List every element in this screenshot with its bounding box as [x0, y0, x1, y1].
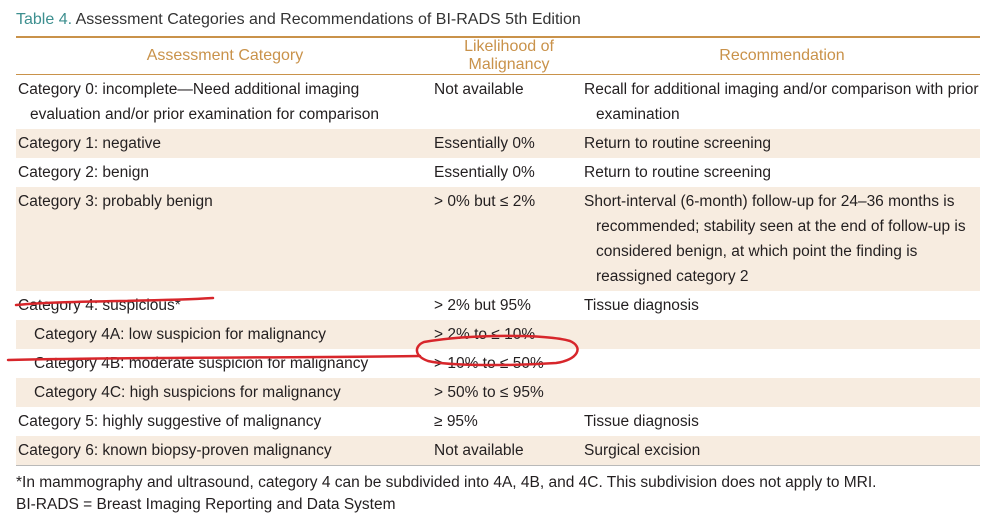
recommendation-cell [584, 320, 980, 349]
table-caption: Table 4. Assessment Categories and Recom… [16, 8, 980, 36]
recommendation-cell: Recall for additional imaging and/or com… [584, 75, 980, 130]
birads-table: Assessment Category Likelihood of Malign… [16, 36, 980, 466]
recommendation-cell: Tissue diagnosis [584, 413, 699, 430]
category-cell: Category 4B: moderate suspicion for mali… [34, 355, 369, 372]
table-row: Category 4C: high suspicions for maligna… [16, 378, 980, 407]
category-cell: Category 6: known biopsy-proven malignan… [16, 436, 434, 466]
recommendation-cell: Return to routine screening [584, 164, 771, 181]
caption-text: Assessment Categories and Recommendation… [75, 11, 581, 28]
header-recommendation: Recommendation [584, 36, 980, 75]
recommendation-cell: Short-interval (6-month) follow-up for 2… [584, 187, 980, 291]
footnote-abbreviation: BI-RADS = Breast Imaging Reporting and D… [16, 496, 396, 513]
likelihood-cell: > 50% to ≤ 95% [434, 378, 584, 407]
header-row: Assessment Category Likelihood of Malign… [16, 36, 980, 75]
category-cell: Category 0: incomplete—Need additional i… [16, 75, 434, 130]
table-row: Category 4A: low suspicion for malignanc… [16, 320, 980, 349]
header-likelihood: Likelihood of Malignancy [434, 36, 584, 75]
recommendation-cell: Tissue diagnosis [584, 297, 699, 314]
category-text: Category 0: incomplete—Need additional i… [18, 81, 379, 123]
likelihood-cell: > 10% to ≤ 50% [434, 355, 544, 372]
likelihood-cell: > 2% but 95% [434, 297, 531, 314]
category-cell: Category 2: benign [18, 164, 149, 181]
category-cell: Category 4A: low suspicion for malignanc… [16, 320, 434, 349]
category-cell: Category 1: negative [16, 129, 434, 158]
table-row: Category 4B: moderate suspicion for mali… [16, 349, 980, 378]
recommendation-text: Short-interval (6-month) follow-up for 2… [584, 193, 966, 285]
recommendation-cell [584, 349, 980, 378]
table-row: Category 4: suspicious* > 2% but 95% Tis… [16, 291, 980, 320]
caption-label: Table 4. [16, 11, 73, 28]
likelihood-cell: > 0% but ≤ 2% [434, 187, 584, 291]
likelihood-cell: Essentially 0% [434, 129, 584, 158]
table-row: Category 0: incomplete—Need additional i… [16, 75, 980, 130]
likelihood-cell: Essentially 0% [434, 164, 535, 181]
category-cell: Category 3: probably benign [16, 187, 434, 291]
table-row: Category 2: benign Essentially 0% Return… [16, 158, 980, 187]
table-row: Category 3: probably benign > 0% but ≤ 2… [16, 187, 980, 291]
recommendation-cell: Surgical excision [584, 436, 980, 466]
likelihood-cell: ≥ 95% [434, 413, 478, 430]
category-cell: Category 4: suspicious* [18, 297, 181, 314]
recommendation-cell: Return to routine screening [584, 129, 980, 158]
table-row: Category 6: known biopsy-proven malignan… [16, 436, 980, 466]
header-assessment-category: Assessment Category [16, 36, 434, 75]
table-row: Category 1: negative Essentially 0% Retu… [16, 129, 980, 158]
likelihood-cell: Not available [434, 436, 584, 466]
footnote-subdivision: *In mammography and ultrasound, category… [16, 474, 877, 491]
likelihood-cell: > 2% to ≤ 10% [434, 320, 584, 349]
table-figure: Table 4. Assessment Categories and Recom… [16, 8, 980, 516]
recommendation-text: Recall for additional imaging and/or com… [584, 81, 979, 123]
recommendation-cell [584, 378, 980, 407]
likelihood-cell: Not available [434, 81, 524, 98]
table-row: Category 5: highly suggestive of maligna… [16, 407, 980, 436]
category-cell: Category 4C: high suspicions for maligna… [16, 378, 434, 407]
category-cell: Category 5: highly suggestive of maligna… [18, 413, 322, 430]
